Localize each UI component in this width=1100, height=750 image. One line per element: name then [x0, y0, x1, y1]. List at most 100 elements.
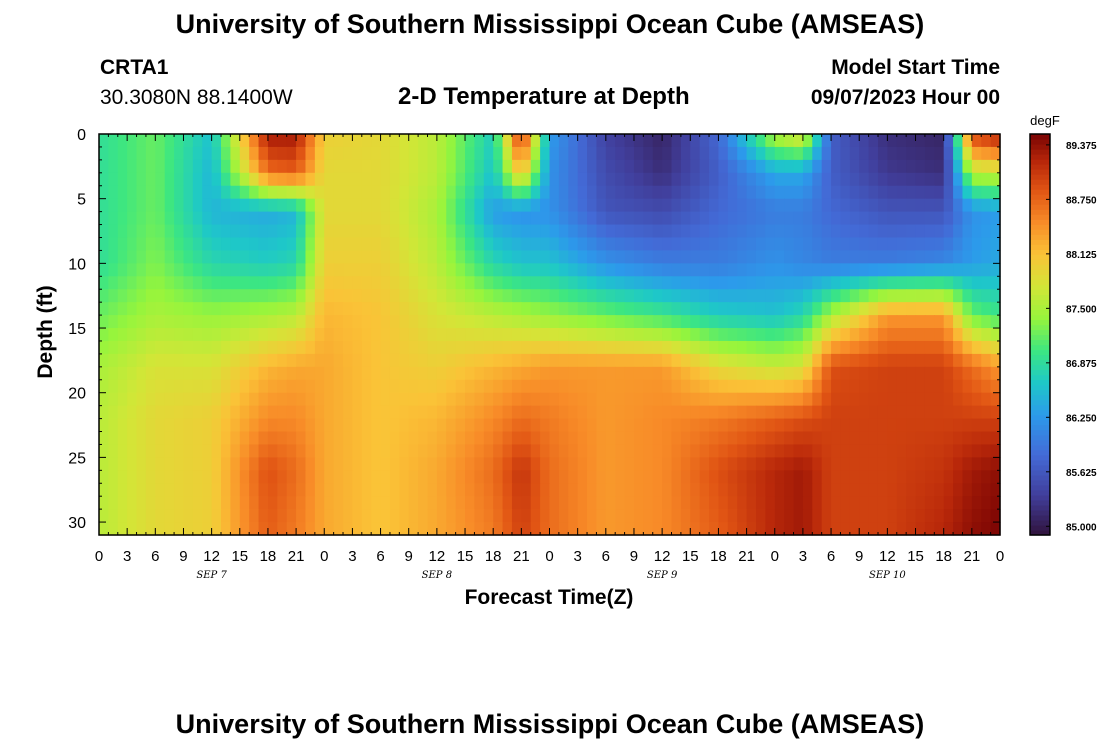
heatmap-cell [455, 146, 466, 161]
heatmap-cell [877, 483, 888, 497]
heatmap-cell [793, 509, 804, 523]
heatmap-cell [812, 185, 823, 200]
heatmap-cell [915, 224, 926, 239]
heatmap-cell [296, 496, 307, 510]
heatmap-cell [183, 431, 194, 446]
heatmap-cell [427, 431, 438, 446]
heatmap-cell [399, 289, 410, 303]
heatmap-cell [840, 237, 851, 252]
heatmap-cell [211, 392, 222, 407]
heatmap-cell [474, 496, 485, 510]
heatmap-cell [192, 289, 203, 303]
heatmap-cell [230, 211, 241, 226]
heatmap-cell [812, 276, 823, 290]
heatmap-cell [662, 522, 673, 536]
colorbar-segment [1030, 249, 1050, 255]
heatmap-cell [615, 211, 626, 226]
heatmap-cell [258, 457, 269, 471]
heatmap-cell [483, 276, 494, 290]
heatmap-cell [840, 302, 851, 316]
heatmap-cell [887, 457, 898, 471]
heatmap-cell [990, 198, 1001, 213]
heatmap-cell [136, 237, 147, 252]
heatmap-cell [183, 250, 194, 264]
heatmap-cell [718, 159, 729, 174]
heatmap-cell [389, 328, 400, 342]
heatmap-cell [962, 483, 973, 497]
heatmap-cell [859, 198, 870, 213]
heatmap-cell [418, 276, 429, 290]
heatmap-cell [587, 276, 598, 290]
heatmap-cell [483, 509, 494, 523]
heatmap-cell [915, 353, 926, 368]
heatmap-cell [662, 302, 673, 316]
heatmap-cell [127, 159, 138, 174]
heatmap-cell [596, 263, 607, 277]
heatmap-cell [343, 211, 354, 226]
heatmap-cell [164, 172, 175, 187]
heatmap-cell [239, 496, 250, 510]
heatmap-cell [286, 483, 297, 497]
heatmap-cell [145, 496, 156, 510]
heatmap-cell [812, 250, 823, 264]
heatmap-cell [915, 146, 926, 161]
heatmap-cell [117, 134, 128, 148]
heatmap-cell [831, 509, 842, 523]
heatmap-cell [446, 224, 457, 239]
heatmap-cell [286, 509, 297, 523]
heatmap-cell [483, 159, 494, 174]
heatmap-cell [831, 315, 842, 329]
heatmap-cell [727, 146, 738, 161]
heatmap-cell [174, 315, 185, 329]
heatmap-cell [361, 418, 372, 433]
heatmap-cell [145, 405, 156, 420]
heatmap-cell [643, 198, 654, 213]
heatmap-cell [849, 444, 860, 458]
heatmap-cell [915, 340, 926, 355]
colorbar-segment [1030, 164, 1050, 170]
colorbar-segment [1030, 374, 1050, 381]
heatmap-cell [652, 353, 663, 368]
heatmap-cell [465, 509, 476, 523]
heatmap-cell [709, 444, 720, 458]
x-tick-label: 0 [996, 548, 1004, 565]
heatmap-cell [727, 483, 738, 497]
heatmap-cell [174, 392, 185, 407]
heatmap-cell [784, 483, 795, 497]
heatmap-cell [877, 431, 888, 446]
heatmap-cell [483, 379, 494, 394]
heatmap-cell [877, 405, 888, 420]
heatmap-cell [408, 379, 419, 394]
heatmap-cell [784, 289, 795, 303]
heatmap-cell [709, 159, 720, 174]
heatmap-cell [446, 134, 457, 148]
heatmap-cell [145, 146, 156, 161]
heatmap-cell [831, 522, 842, 536]
heatmap-cell [530, 496, 541, 510]
heatmap-cell [127, 392, 138, 407]
heatmap-cell [427, 237, 438, 252]
heatmap-cell [408, 470, 419, 484]
heatmap-cell [924, 340, 935, 355]
heatmap-cell [408, 224, 419, 239]
heatmap-cell [596, 211, 607, 226]
heatmap-cell [174, 470, 185, 484]
heatmap-cell [746, 198, 757, 213]
heatmap-cell [615, 392, 626, 407]
heatmap-cell [521, 509, 532, 523]
heatmap-cell [868, 392, 879, 407]
heatmap-cell [183, 224, 194, 239]
heatmap-cell [652, 379, 663, 394]
colorbar-segment [1030, 434, 1050, 441]
heatmap-cell [277, 172, 288, 187]
heatmap-cell [934, 509, 945, 523]
heatmap-cell [174, 198, 185, 213]
heatmap-cell [718, 470, 729, 484]
heatmap-cell [662, 496, 673, 510]
heatmap-cell [821, 134, 832, 148]
heatmap-cell [971, 224, 982, 239]
heatmap-cell [483, 392, 494, 407]
heatmap-cell [483, 315, 494, 329]
heatmap-cell [821, 237, 832, 252]
heatmap-cell [887, 172, 898, 187]
